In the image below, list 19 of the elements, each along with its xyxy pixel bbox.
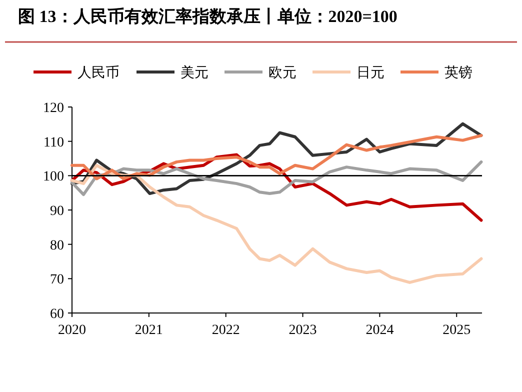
legend-label: 美元 [180,64,208,80]
x-tick-label: 2025 [442,323,471,338]
legend-label: 英镑 [444,64,472,80]
y-tick-label: 70 [50,272,64,288]
x-tick-label: 2023 [288,323,317,338]
y-tick-label: 90 [50,204,64,219]
legend-label: 欧元 [268,64,296,80]
legend-label: 日元 [356,64,384,80]
y-tick-label: 80 [50,238,64,254]
x-tick-label: 2022 [212,323,240,338]
y-tick-label: 100 [43,170,64,185]
y-tick-label: 60 [50,307,64,322]
y-tick-label: 120 [43,101,64,116]
x-tick-label: 2020 [58,323,86,338]
x-tick-label: 2024 [366,323,394,338]
y-tick-label: 110 [44,135,64,150]
legend-label: 人民币 [78,64,120,80]
chart-title: 图 13：人民币有效汇率指数承压丨单位：2020=100 [18,7,398,26]
x-tick-label: 2021 [134,323,163,338]
